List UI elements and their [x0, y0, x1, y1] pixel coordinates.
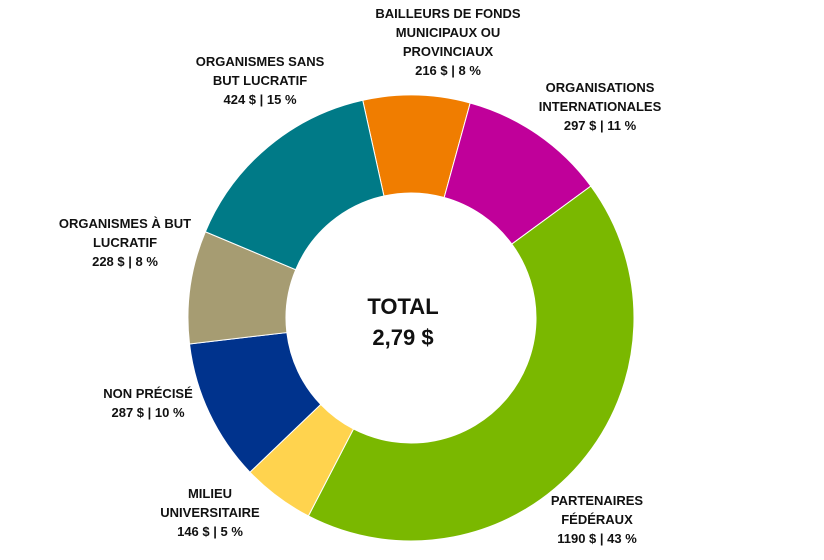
slice-label: MILIEU UNIVERSITAIRE 146 $ | 5 %: [160, 486, 260, 539]
slice-value-label: 1190 $ | 43 %: [557, 531, 637, 546]
slice-value-label: 228 $ | 8 %: [92, 254, 158, 269]
slice-label: BAILLEURS DE FONDS MUNICIPAUX OU PROVINCIA…: [375, 6, 521, 78]
slice-name-label: PARTENAIRES: [551, 493, 644, 508]
center-title: TOTAL: [367, 294, 438, 319]
slice-label: ORGANISMES À BUT LUCRATIF 228 $ | 8 %: [59, 216, 191, 269]
slice-name-label: NON PRÉCISÉ: [103, 386, 193, 401]
slice-name-label: UNIVERSITAIRE: [160, 505, 260, 520]
slice-name-label: ORGANISMES À BUT: [59, 216, 191, 231]
slice-name-label: ORGANISMES SANS: [196, 54, 325, 69]
slice-value-label: 146 $ | 5 %: [177, 524, 243, 539]
slice-label: ORGANISMES SANS BUT LUCRATIF 424 $ | 15 %: [196, 54, 325, 107]
slice-name-label: LUCRATIF: [93, 235, 157, 250]
slice-label: ORGANISATIONS INTERNATIONALES 297 $ | 11 %: [539, 80, 662, 133]
slice-name-label: ORGANISATIONS: [546, 80, 655, 95]
donut-slices: [187, 94, 635, 542]
slice-value-label: 287 $ | 10 %: [111, 405, 184, 420]
slice-value-label: 216 $ | 8 %: [415, 63, 481, 78]
slice-labels: BAILLEURS DE FONDS MUNICIPAUX OU PROVINCIA…: [59, 6, 662, 546]
slice-label: NON PRÉCISÉ 287 $ | 10 %: [103, 386, 193, 420]
center-total-value: 2,79 $: [372, 325, 433, 350]
slice-name-label: PROVINCIAUX: [403, 44, 494, 59]
slice-name-label: BAILLEURS DE FONDS: [375, 6, 521, 21]
slice-value-label: 424 $ | 15 %: [223, 92, 296, 107]
slice-name-label: FÉDÉRAUX: [561, 512, 633, 527]
slice-name-label: INTERNATIONALES: [539, 99, 662, 114]
slice-organismes-sans-but-lucratif: [204, 99, 385, 271]
slice-partenaires-federaux: [307, 185, 635, 542]
slice-name-label: BUT LUCRATIF: [213, 73, 307, 88]
slice-name-label: MILIEU: [188, 486, 232, 501]
slice-value-label: 297 $ | 11 %: [564, 118, 637, 133]
slice-label: PARTENAIRES FÉDÉRAUX 1190 $ | 43 %: [551, 493, 644, 546]
slice-name-label: MUNICIPAUX OU: [396, 25, 500, 40]
